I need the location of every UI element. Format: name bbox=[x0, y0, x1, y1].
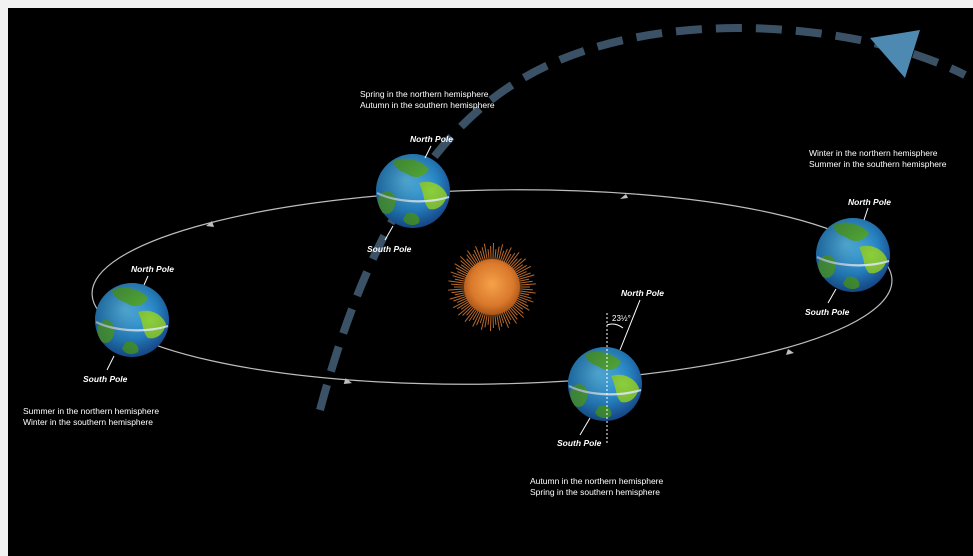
earth-spring-icon bbox=[374, 152, 452, 230]
season-caption-bottom: Autumn in the northern hemisphere Spring… bbox=[530, 476, 663, 498]
pole-leader-line bbox=[619, 299, 641, 351]
orbit-arrow-icon bbox=[343, 378, 352, 384]
caption-line: Summer in the northern hemisphere bbox=[23, 406, 160, 416]
pole-leader-line bbox=[106, 355, 115, 371]
sun-icon bbox=[448, 243, 536, 331]
north-pole-label: North Pole bbox=[621, 288, 664, 298]
tilt-angle-arc bbox=[606, 323, 624, 329]
pole-leader-line bbox=[384, 225, 394, 241]
pole-leader-line bbox=[827, 288, 837, 304]
caption-line: Winter in the southern hemisphere bbox=[23, 417, 153, 427]
caption-line: Spring in the southern hemisphere bbox=[530, 487, 660, 497]
season-caption-left: Summer in the northern hemisphere Winter… bbox=[23, 406, 159, 428]
south-pole-label: South Pole bbox=[83, 374, 128, 384]
motion-arrow-head-icon bbox=[870, 30, 920, 78]
season-caption-right: Winter in the northern hemisphere Summer… bbox=[809, 148, 947, 170]
orbit-arrow-icon bbox=[206, 221, 214, 227]
orbit-arrow-icon bbox=[786, 349, 794, 355]
pole-leader-line bbox=[143, 275, 149, 286]
north-pole-label: North Pole bbox=[410, 134, 453, 144]
north-pole-label: North Pole bbox=[848, 197, 891, 207]
pole-leader-line bbox=[863, 207, 869, 221]
orbit-arrow-icon bbox=[620, 194, 628, 199]
orbit-ellipse bbox=[91, 189, 893, 385]
caption-line: Spring in the northern hemisphere bbox=[360, 89, 489, 99]
caption-line: Summer in the southern hemisphere bbox=[809, 159, 947, 169]
pole-leader-line bbox=[424, 145, 432, 159]
caption-line: Autumn in the northern hemisphere bbox=[530, 476, 664, 486]
tilt-angle-label: 23½° bbox=[612, 314, 631, 323]
south-pole-label: South Pole bbox=[367, 244, 412, 254]
earth-autumn-icon bbox=[566, 345, 644, 423]
pole-leader-line bbox=[579, 417, 591, 436]
earth-winter-icon bbox=[814, 216, 892, 294]
south-pole-label: South Pole bbox=[805, 307, 850, 317]
caption-line: Autumn in the southern hemisphere bbox=[360, 100, 495, 110]
earth-summer-icon bbox=[93, 281, 171, 359]
caption-line: Winter in the northern hemisphere bbox=[809, 148, 938, 158]
north-pole-label: North Pole bbox=[131, 264, 174, 274]
south-pole-label: South Pole bbox=[557, 438, 602, 448]
season-caption-top: Spring in the northern hemisphere Autumn… bbox=[360, 89, 495, 111]
